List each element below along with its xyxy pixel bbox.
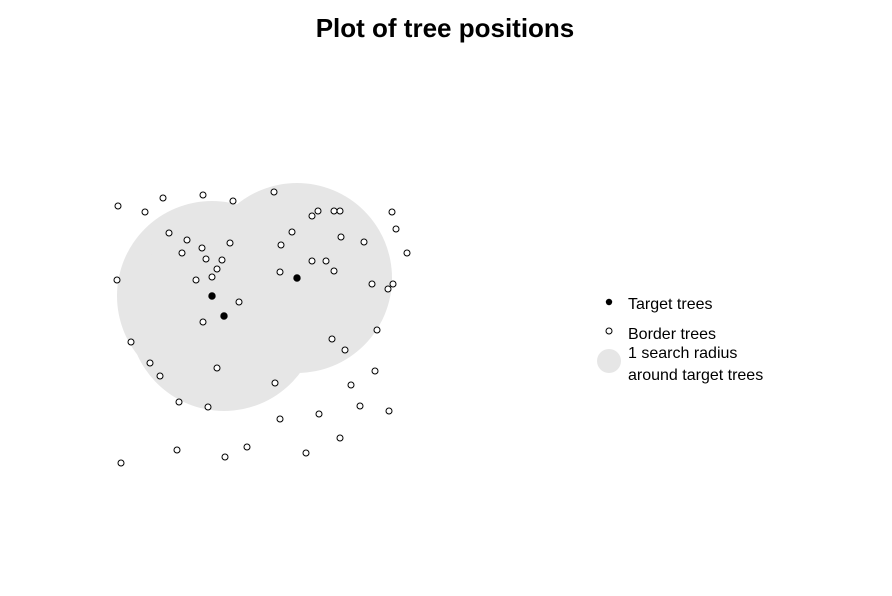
legend-radius-marker <box>597 349 621 373</box>
border-tree-point <box>173 446 181 454</box>
border-tree-point <box>243 443 251 451</box>
border-tree-point <box>202 255 210 263</box>
border-tree-point <box>127 338 135 346</box>
chart-title: Plot of tree positions <box>316 13 575 43</box>
border-tree-point <box>159 194 167 202</box>
border-tree-point <box>384 285 392 293</box>
border-tree-point <box>328 335 336 343</box>
border-tree-point <box>322 257 330 265</box>
border-tree-point <box>308 257 316 265</box>
border-tree-point <box>213 364 221 372</box>
border-tree-point <box>192 276 200 284</box>
border-tree-point <box>198 244 206 252</box>
border-tree-point <box>302 449 310 457</box>
border-tree-point <box>288 228 296 236</box>
border-tree-point <box>204 403 212 411</box>
border-tree-point <box>146 359 154 367</box>
border-tree-point <box>156 372 164 380</box>
border-tree-point <box>183 236 191 244</box>
legend-radius-label-line1: 1 search radius <box>628 345 737 362</box>
border-tree-point <box>229 197 237 205</box>
border-tree-point <box>336 434 344 442</box>
target-trees-layer <box>208 274 301 320</box>
border-tree-point <box>388 208 396 216</box>
border-tree-point <box>199 191 207 199</box>
border-tree-point <box>392 225 400 233</box>
border-tree-point <box>330 207 338 215</box>
border-tree-point <box>141 208 149 216</box>
legend: Target trees Border trees 1 search radiu… <box>597 296 763 384</box>
border-tree-point <box>371 367 379 375</box>
border-tree-point <box>385 407 393 415</box>
border-tree-point <box>165 229 173 237</box>
border-tree-point <box>308 212 316 220</box>
border-tree-point <box>113 276 121 284</box>
border-tree-point <box>389 280 397 288</box>
legend-target-label: Target trees <box>628 296 712 313</box>
border-tree-point <box>315 410 323 418</box>
border-tree-point <box>276 268 284 276</box>
border-tree-point <box>235 298 243 306</box>
border-tree-point <box>314 207 322 215</box>
border-tree-point <box>114 202 122 210</box>
border-tree-point <box>221 453 229 461</box>
target-tree-point <box>220 312 228 320</box>
border-tree-point <box>208 273 216 281</box>
legend-radius-label-line2: around target trees <box>628 367 763 384</box>
legend-border-marker <box>605 327 613 335</box>
border-tree-point <box>276 415 284 423</box>
border-tree-point <box>347 381 355 389</box>
border-tree-point <box>330 267 338 275</box>
border-tree-point <box>336 207 344 215</box>
legend-target-marker <box>605 298 613 306</box>
border-tree-point <box>218 256 226 264</box>
border-tree-point <box>213 265 221 273</box>
border-tree-point <box>356 402 364 410</box>
border-tree-point <box>341 346 349 354</box>
border-tree-point <box>117 459 125 467</box>
border-tree-point <box>368 280 376 288</box>
border-tree-point <box>271 379 279 387</box>
border-tree-point <box>373 326 381 334</box>
border-tree-point <box>360 238 368 246</box>
border-tree-point <box>226 239 234 247</box>
border-tree-point <box>277 241 285 249</box>
border-tree-point <box>199 318 207 326</box>
border-trees-layer <box>113 188 411 467</box>
border-tree-point <box>403 249 411 257</box>
border-tree-point <box>175 398 183 406</box>
target-tree-point <box>293 274 301 282</box>
border-tree-point <box>337 233 345 241</box>
legend-border-label: Border trees <box>628 326 716 343</box>
border-tree-point <box>270 188 278 196</box>
target-tree-point <box>208 292 216 300</box>
border-tree-point <box>178 249 186 257</box>
